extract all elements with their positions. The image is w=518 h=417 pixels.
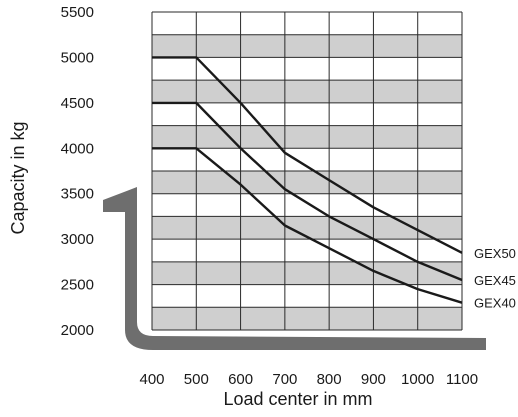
- y-tick-label: 4500: [61, 95, 94, 112]
- grid-band: [152, 261, 462, 285]
- x-tick-label: 1000: [401, 371, 434, 388]
- x-tick-label: 700: [272, 371, 297, 388]
- x-axis-title: Load center in mm: [223, 389, 372, 409]
- series-label-gex45: GEX45: [474, 273, 516, 288]
- x-tick-label: 800: [317, 371, 342, 388]
- y-tick-label: 5500: [61, 4, 94, 21]
- y-tick-label: 3500: [61, 186, 94, 203]
- y-tick-label: 4000: [61, 140, 94, 157]
- series-line-gex45: [152, 101, 463, 282]
- x-axis-ticks: 400 500 600 700 800 900 1000 1100: [139, 371, 478, 388]
- plot-grid: [151, 11, 463, 331]
- series-labels: GEX50 GEX45 GEX40: [474, 246, 516, 311]
- y-tick-label: 5000: [61, 49, 94, 66]
- grid-band: [152, 284, 462, 308]
- grid-band: [152, 34, 462, 58]
- grid-band: [152, 307, 462, 330]
- grid-band: [152, 80, 462, 103]
- grid-band: [152, 216, 462, 240]
- grid-band: [152, 102, 462, 126]
- y-tick-label: 2000: [61, 322, 94, 339]
- grid-band: [152, 57, 462, 81]
- x-tick-label: 500: [184, 371, 209, 388]
- series-line-gex40: [152, 147, 463, 304]
- x-tick-label: 400: [139, 371, 164, 388]
- series-lines: [152, 56, 463, 304]
- x-tick-label: 600: [228, 371, 253, 388]
- grid-band: [152, 12, 462, 35]
- grid-band: [152, 193, 462, 217]
- series-label-gex40: GEX40: [474, 296, 516, 311]
- y-tick-label: 3000: [61, 231, 94, 248]
- y-axis-ticks: 2000 2500 3000 3500 4000 4500 5000 5500: [61, 4, 94, 339]
- series-label-gex50: GEX50: [474, 246, 516, 261]
- y-axis-title: Capacity in kg: [8, 121, 28, 234]
- grid-band: [152, 148, 462, 171]
- x-tick-label: 900: [361, 371, 386, 388]
- forklift-fork-icon: [103, 187, 486, 350]
- y-tick-label: 2500: [61, 277, 94, 294]
- series-line-gex50: [152, 56, 463, 254]
- grid-band: [152, 171, 462, 194]
- grid-band: [152, 125, 462, 149]
- grid-band: [152, 239, 462, 262]
- x-tick-label: 1100: [446, 371, 478, 388]
